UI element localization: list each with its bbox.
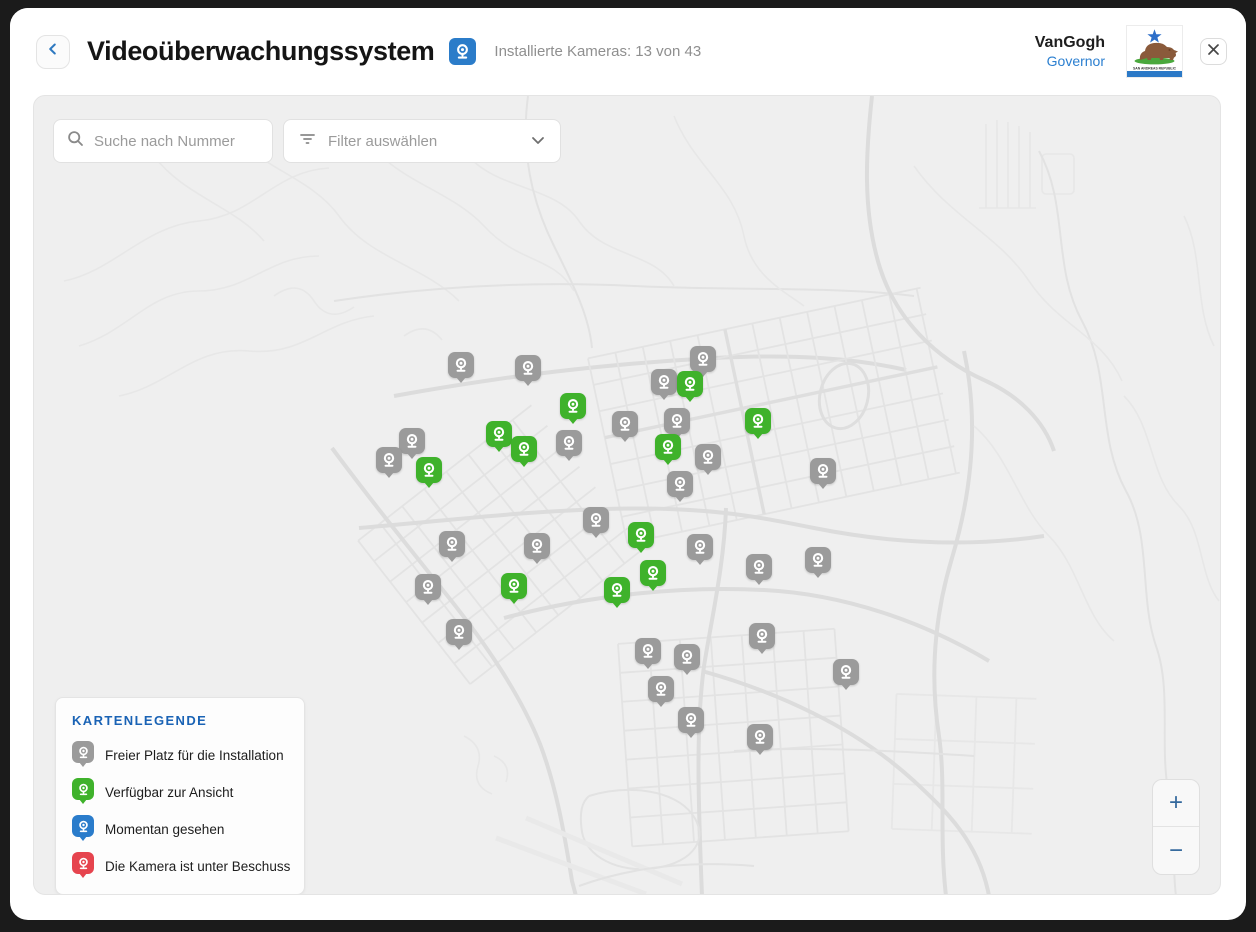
- legend-marker-icon: [72, 852, 94, 880]
- map-toolbar: Filter auswählen: [53, 119, 561, 163]
- camera-marker-available[interactable]: [628, 522, 654, 555]
- camera-marker-free[interactable]: [524, 533, 550, 566]
- camera-marker-free[interactable]: [674, 644, 700, 677]
- map-legend: KARTENLEGENDE Freier Platz für die Insta…: [55, 697, 305, 894]
- search-icon: [67, 130, 84, 152]
- camera-marker-free[interactable]: [376, 447, 402, 480]
- camera-marker-available[interactable]: [560, 393, 586, 426]
- city-map[interactable]: Filter auswählen KARTENLEGENDE Freier Pl…: [33, 95, 1221, 895]
- camera-marker-free[interactable]: [667, 471, 693, 504]
- camera-marker-free[interactable]: [651, 369, 677, 402]
- camera-marker-available[interactable]: [416, 457, 442, 490]
- camera-marker-available[interactable]: [677, 371, 703, 404]
- camera-marker-free[interactable]: [648, 676, 674, 709]
- camera-marker-free[interactable]: [810, 458, 836, 491]
- user-block: VanGogh Governor: [1035, 33, 1105, 70]
- legend-label: Verfügbar zur Ansicht: [105, 784, 234, 800]
- camera-marker-available[interactable]: [640, 560, 666, 593]
- svg-text:SAN ANDREAS REPUBLIC: SAN ANDREAS REPUBLIC: [1133, 67, 1177, 71]
- chevron-down-icon: [531, 132, 545, 150]
- legend-marker-icon: [72, 778, 94, 806]
- camera-marker-free[interactable]: [805, 547, 831, 580]
- zoom-in-button[interactable]: +: [1153, 780, 1199, 827]
- chevron-left-icon: [46, 42, 60, 61]
- close-button[interactable]: [1200, 38, 1227, 65]
- camera-marker-free[interactable]: [399, 428, 425, 461]
- camera-marker-free[interactable]: [746, 554, 772, 587]
- legend-marker-icon: [72, 815, 94, 843]
- legend-item-free: Freier Platz für die Installation: [72, 741, 288, 769]
- header: Videoüberwachungssystem Installierte Kam…: [10, 8, 1246, 95]
- camera-marker-free[interactable]: [695, 444, 721, 477]
- flag-star: [1147, 29, 1162, 43]
- legend-marker-icon: [72, 741, 94, 769]
- filter-dropdown[interactable]: Filter auswählen: [283, 119, 561, 163]
- legend-item-under_fire: Die Kamera ist unter Beschuss: [72, 852, 291, 880]
- camera-marker-free[interactable]: [583, 507, 609, 540]
- legend-title: KARTENLEGENDE: [72, 713, 208, 728]
- search-box[interactable]: [53, 119, 273, 163]
- surveillance-window: Videoüberwachungssystem Installierte Kam…: [10, 8, 1246, 920]
- camera-marker-available[interactable]: [655, 434, 681, 467]
- filter-label: Filter auswählen: [328, 132, 438, 150]
- search-input[interactable]: [94, 132, 259, 150]
- back-button[interactable]: [36, 34, 70, 69]
- camera-marker-free[interactable]: [439, 531, 465, 564]
- camera-marker-free[interactable]: [687, 534, 713, 567]
- camera-marker-available[interactable]: [501, 573, 527, 606]
- filter-icon: [299, 132, 316, 151]
- camera-marker-free[interactable]: [678, 707, 704, 740]
- camera-marker-free[interactable]: [833, 659, 859, 692]
- camera-marker-free[interactable]: [690, 346, 716, 379]
- flag-bear: [1139, 42, 1178, 60]
- legend-item-available: Verfügbar zur Ansicht: [72, 778, 288, 806]
- camera-marker-free[interactable]: [415, 574, 441, 607]
- markers-layer: [34, 96, 1220, 894]
- legend-item-watched: Momentan gesehen: [72, 815, 288, 843]
- camera-marker-free[interactable]: [515, 355, 541, 388]
- camera-marker-free[interactable]: [446, 619, 472, 652]
- camera-marker-available[interactable]: [486, 421, 512, 454]
- close-icon: [1207, 43, 1220, 61]
- camera-marker-free[interactable]: [747, 724, 773, 757]
- camera-marker-free[interactable]: [612, 411, 638, 444]
- header-right: VanGogh Governor SAN ANDREAS REPUBLIC: [1035, 25, 1227, 78]
- legend-label: Momentan gesehen: [105, 821, 225, 837]
- legend-label: Die Kamera ist unter Beschuss: [105, 858, 291, 874]
- user-name: VanGogh: [1034, 34, 1105, 51]
- legend-items: Freier Platz für die Installation Verfügb…: [72, 741, 291, 880]
- camera-marker-available[interactable]: [604, 577, 630, 610]
- zoom-controls: + −: [1152, 779, 1200, 875]
- page-title: Videoüberwachungssystem: [87, 36, 435, 66]
- camera-marker-free[interactable]: [556, 430, 582, 463]
- legend-label: Freier Platz für die Installation: [105, 747, 284, 763]
- user-role: Governor: [1046, 53, 1105, 69]
- camera-marker-free[interactable]: [749, 623, 775, 656]
- camera-marker-available[interactable]: [745, 408, 771, 441]
- camera-marker-free[interactable]: [448, 352, 474, 385]
- installed-cameras-counter: Installierte Kameras: 13 von 43: [494, 43, 702, 60]
- camera-marker-available[interactable]: [511, 436, 537, 469]
- camera-icon: [449, 38, 477, 65]
- zoom-out-button[interactable]: −: [1153, 827, 1199, 874]
- san-andreas-flag-icon: SAN ANDREAS REPUBLIC: [1126, 25, 1183, 78]
- camera-marker-free[interactable]: [635, 638, 661, 671]
